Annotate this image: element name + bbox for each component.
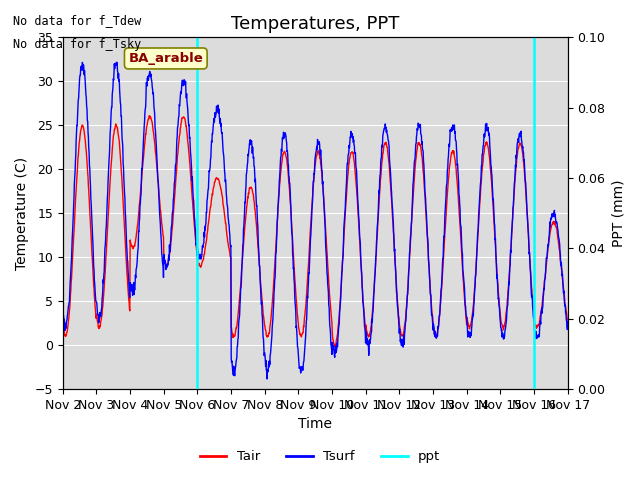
Y-axis label: Temperature (C): Temperature (C): [15, 156, 29, 270]
Text: BA_arable: BA_arable: [129, 52, 203, 65]
X-axis label: Time: Time: [298, 418, 332, 432]
Legend: Tair, Tsurf, ppt: Tair, Tsurf, ppt: [195, 445, 445, 468]
Text: No data for f_Tsky: No data for f_Tsky: [13, 38, 141, 51]
Y-axis label: PPT (mm): PPT (mm): [611, 180, 625, 247]
Title: Temperatures, PPT: Temperatures, PPT: [231, 15, 399, 33]
Text: No data for f_Tdew: No data for f_Tdew: [13, 14, 141, 27]
